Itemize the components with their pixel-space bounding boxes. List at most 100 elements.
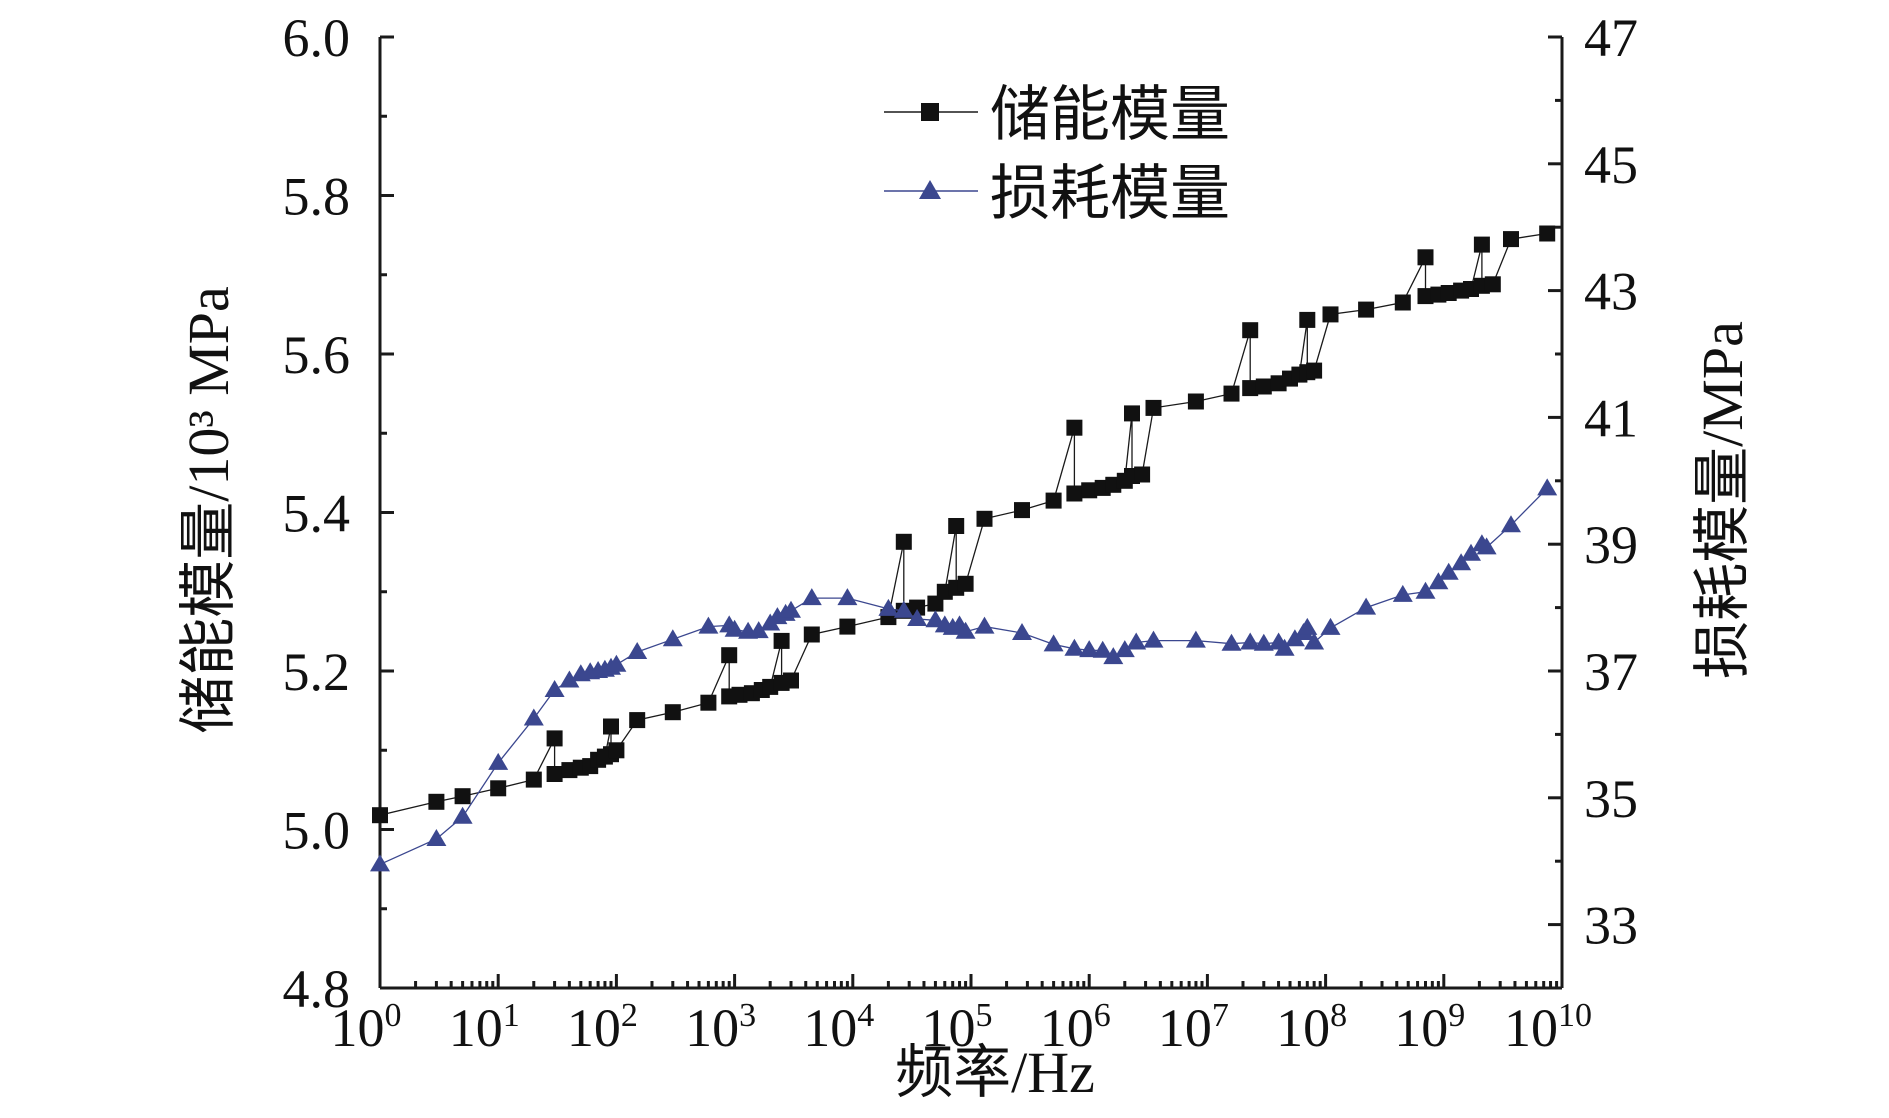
data-point [1221,633,1242,651]
data-point [1394,294,1411,311]
data-point [1092,640,1113,658]
data-point [1014,502,1030,519]
x-tick-label: 1010 [1504,997,1592,1058]
data-point [1079,640,1100,658]
data-point [893,600,914,618]
data-point [1242,322,1259,339]
plot-axes [378,35,1564,990]
data-point [1417,288,1434,305]
y-tick-label-left: 5.8 [283,167,351,227]
x-tick-label: 101 [449,997,520,1058]
data-point [1274,638,1295,656]
data-point [1066,485,1083,502]
data-point [523,708,544,726]
data-point [1124,405,1140,422]
data-point [1297,617,1318,635]
data-point [608,742,625,759]
y-tick-label-right: 45 [1584,135,1638,195]
data-point [1417,249,1434,266]
data-point [454,788,471,805]
data-point [839,618,856,635]
y-tick-label-right: 33 [1584,896,1638,956]
data-point [370,854,390,872]
data-point [1126,632,1147,650]
legend: 储能模量 损耗模量 [884,82,1230,227]
x-tick-label: 102 [567,997,638,1058]
data-point [1304,632,1325,650]
x-tick-label: 106 [1040,997,1111,1058]
data-point [1451,553,1472,571]
data-point [428,793,445,810]
series-storage-modulus [372,225,1556,824]
data-point [1358,301,1375,318]
data-point [559,670,580,688]
data-point [700,694,717,711]
data-point [603,718,619,735]
x-tick-label: 103 [685,997,756,1058]
data-point [1223,385,1240,402]
data-point [1539,225,1556,242]
plot-marks [370,225,1558,872]
data-point [1392,584,1413,602]
data-point [1503,231,1519,248]
data-point [948,518,965,534]
data-point [1043,634,1064,652]
y-tick-label-right: 39 [1584,515,1638,575]
data-point [1484,276,1501,293]
data-point [1428,572,1449,590]
y-tick-label-left: 6.0 [283,8,351,68]
data-point [1501,515,1521,533]
data-point [731,686,748,703]
y-tick-label-left: 5.0 [283,801,351,861]
data-point [525,771,542,788]
data-point [1240,632,1261,650]
data-point [721,647,738,664]
data-point [544,680,565,697]
data-point [1537,478,1558,496]
data-point [627,642,648,659]
data-point [895,533,912,550]
y-tick-label-right: 43 [1584,262,1638,322]
x-tick-label: 108 [1276,997,1347,1058]
data-point [1415,581,1436,599]
y-tick-label-right: 41 [1584,388,1638,448]
x-tick-label: 104 [803,997,874,1058]
data-point [1299,311,1316,328]
data-point [1438,562,1459,580]
data-point [1320,617,1341,635]
y-tick-label-right: 37 [1584,642,1638,702]
data-point [748,621,769,639]
data-point [490,780,507,797]
data-point [1440,285,1457,301]
series-line [379,232,1548,816]
y-tick-label-right: 35 [1584,769,1638,829]
data-point [1461,543,1481,561]
x-tick-label: 109 [1394,997,1465,1058]
data-point [1103,647,1124,665]
data-point [957,575,974,592]
data-point [878,598,899,616]
data-point [426,829,447,846]
data-point [1476,537,1497,555]
data-point [724,619,745,637]
legend-marker-triangle [919,180,941,199]
y-axis-title-left: 储能模量/10³ MPa [176,286,241,734]
data-point [837,588,858,606]
legend-item-loss: 损耗模量 [884,161,1230,227]
data-point [372,807,388,824]
data-point [1253,633,1274,651]
series-loss-modulus [370,478,1558,872]
data-point [1185,630,1206,648]
data-point [629,712,646,729]
data-point [783,672,799,689]
data-point [909,599,926,616]
legend-label-loss: 损耗模量 [990,161,1230,227]
data-point [781,600,801,618]
data-point [1356,597,1377,615]
x-tick-label: 107 [1158,997,1229,1058]
data-point [1145,399,1162,416]
y-tick-label-left: 5.4 [283,484,351,544]
data-point [1473,236,1490,253]
data-point [1064,638,1085,656]
